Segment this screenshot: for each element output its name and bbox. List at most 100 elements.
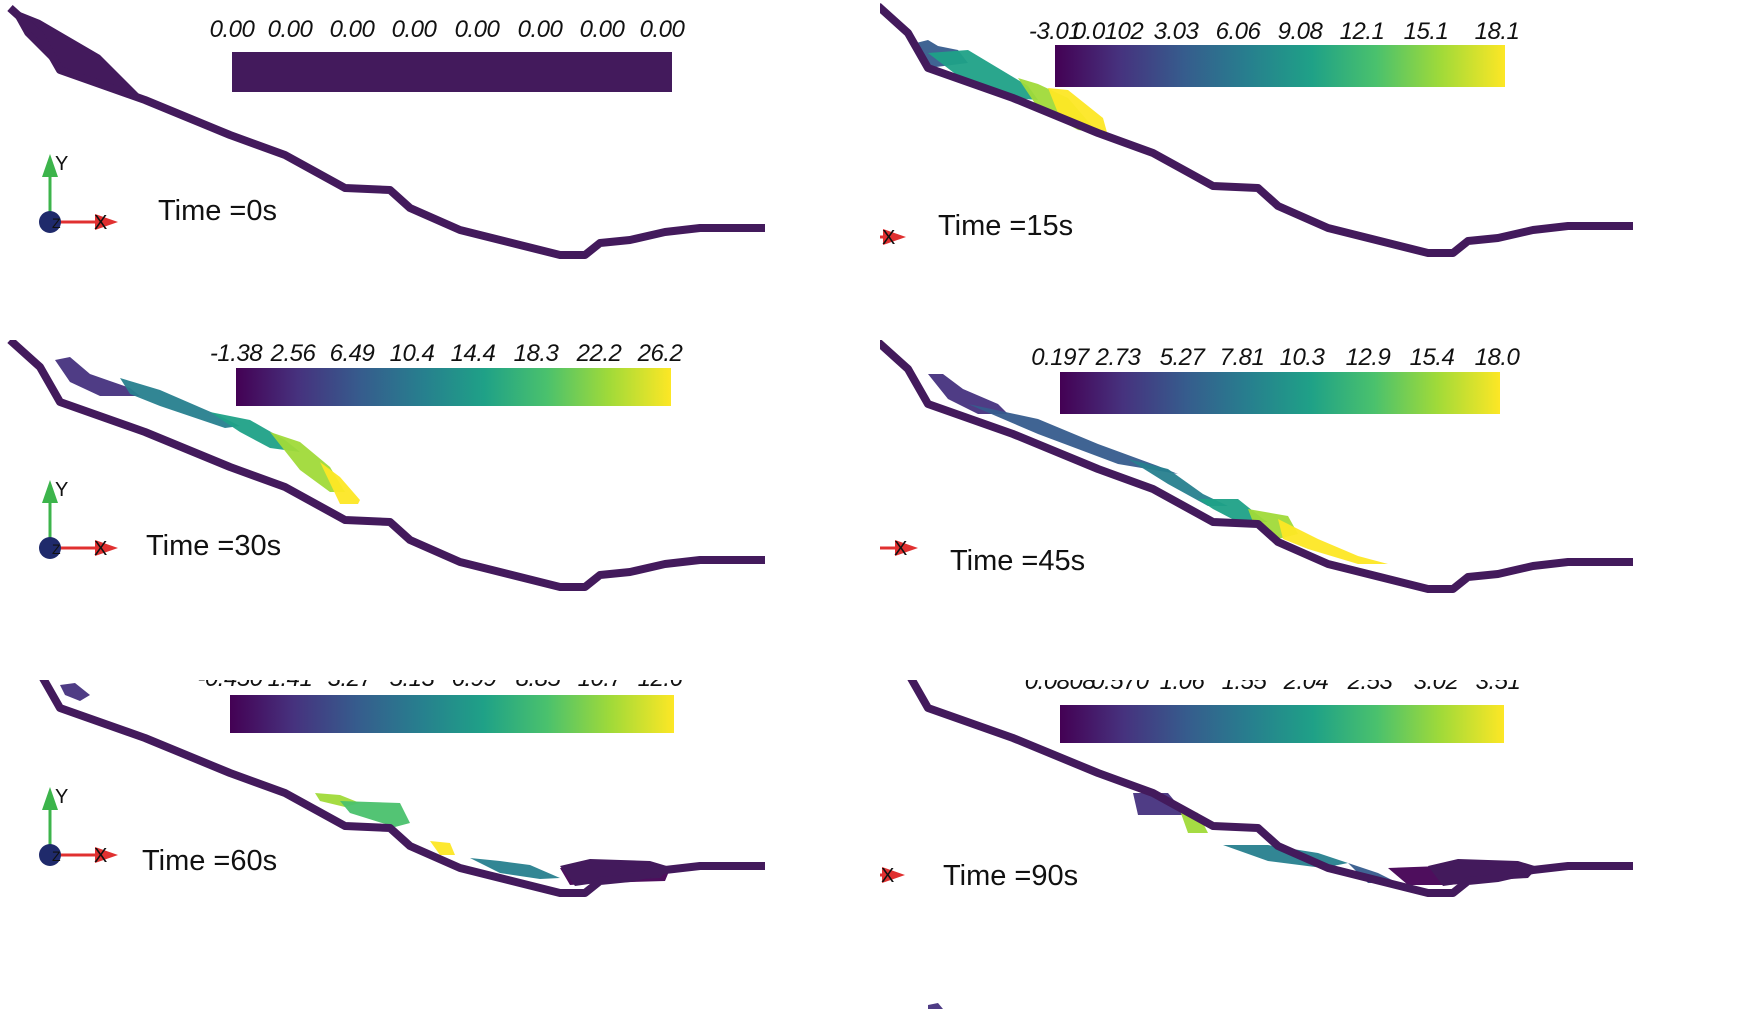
colorbar-tick-label: 0.00: [517, 16, 563, 43]
panel-t15: YXZ -3.010.01023.036.069.0812.115.118.1 …: [880, 0, 1750, 335]
y-axis-label: Y: [55, 153, 68, 175]
colorbar-tick-label: 2.56: [270, 340, 316, 367]
colorbar-tick-label: 22.2: [576, 340, 622, 367]
x-axis-label: X: [882, 227, 895, 249]
x-axis-arrow-icon: [882, 867, 905, 883]
deposit-3: [1048, 88, 1108, 136]
colorbar-tick-label: -0.450: [197, 680, 263, 693]
panel-t60: Y X Z -0.450 1.41 3.27 5.13 6.99 8.85 10.7 12.6 T…: [0, 680, 870, 1015]
colorbar-tick-label: 5.13: [390, 680, 435, 693]
colorbar-tick-label: 0.00: [267, 16, 313, 43]
valley-deposit: [560, 859, 670, 886]
panel-t30: Y X Z -1.38 2.56 6.49 10.4 14.4 18.3 22.2 26.2 Ti…: [0, 340, 870, 675]
colorbar-tick-label: 1.41: [268, 680, 313, 693]
colorbar-tick-label: 0.0808: [1024, 680, 1096, 695]
terrain-group: [7, 5, 765, 259]
terrain-profile: [907, 680, 1633, 897]
x-axis-label: X: [94, 845, 107, 867]
colorbar: [1060, 372, 1500, 414]
axes-triad: YXZ: [880, 227, 906, 249]
colorbar-tick-label: 2.73: [1095, 344, 1141, 371]
y-axis-arrow-icon: [42, 154, 58, 177]
panel-canvas: YXZ: [7, 5, 765, 259]
terrain-profile: [39, 680, 765, 897]
colorbar-tick-label: 9.08: [1277, 18, 1323, 45]
terrain-group: [7, 340, 765, 591]
colorbar-tick-label: 6.06: [1215, 18, 1261, 45]
deposit-2: [210, 412, 300, 452]
time-label: Time =15s: [938, 210, 1074, 242]
axes-triad: YXZ: [39, 786, 118, 867]
y-axis-arrow-icon: [42, 480, 58, 503]
terrain-profile: [7, 340, 765, 591]
colorbar-tick-label: 14.4: [450, 340, 496, 367]
deposit-4: [1348, 863, 1398, 883]
slide-body-initial: [10, 8, 145, 100]
deposit-5: [1278, 519, 1388, 564]
panel-canvas: YXZ: [39, 680, 765, 897]
colorbar-tick-label: 0.00: [209, 16, 255, 43]
colorbar-tick-label: 0.00: [579, 16, 625, 43]
colorbar-tick-label: 0.00: [329, 16, 375, 43]
colorbar-tick-label: 10.4: [389, 340, 435, 367]
y-axis-arrow-icon: [42, 787, 58, 810]
axes-triad: YXZ: [880, 865, 905, 887]
deposit-0: [928, 374, 1008, 414]
x-axis-label: X: [94, 212, 107, 234]
x-axis-arrow-icon: [95, 847, 118, 863]
deposit-0: [55, 357, 140, 396]
deposit-1: [968, 404, 1178, 474]
x-axis-label: X: [94, 538, 107, 560]
colorbar-tick-label: 3.03: [1153, 18, 1199, 45]
deposit-3: [270, 432, 345, 492]
x-axis-label: X: [894, 538, 907, 560]
colorbar-tick-label: 18.0: [1474, 344, 1520, 371]
panel-canvas: Y X Z: [7, 340, 765, 591]
colorbar: [236, 368, 671, 406]
deposit-0: [928, 1003, 943, 1009]
terrain-group: [907, 680, 1633, 1009]
colorbar-tick-label: 15.1: [1403, 18, 1449, 45]
colorbar-tick-label: 0.0102: [1072, 18, 1144, 45]
colorbar-tick-label: 15.4: [1409, 344, 1455, 371]
colorbar-tick-label: 12.6: [638, 680, 683, 693]
colorbar-tick-label: 0.00: [391, 16, 437, 43]
panel-canvas: YXZ: [880, 680, 1633, 1009]
terrain-group: [880, 340, 1633, 593]
colorbar-tick-label: 3.27: [328, 680, 373, 693]
deposit-3: [1198, 499, 1268, 522]
x-axis-arrow-icon: [895, 540, 918, 556]
colorbar-tick-label: 10.3: [1279, 344, 1325, 371]
x-axis-arrow-icon: [883, 229, 906, 245]
colorbar-tick-label: 2.53: [1347, 680, 1393, 695]
y-axis-label: Y: [55, 786, 68, 808]
deposit-4: [320, 462, 360, 504]
time-label: Time =0s: [158, 195, 277, 227]
deposit-0: [60, 683, 90, 701]
colorbar-tick-label: 18.1: [1474, 18, 1520, 45]
deposit-4: [470, 858, 560, 879]
colorbar-tick-label: 6.99: [452, 680, 497, 693]
deposit-2: [1128, 459, 1228, 506]
colorbar-tick-label: 0.00: [639, 16, 685, 43]
colorbar-tick-label: -3.01: [1028, 18, 1082, 45]
colorbar: [1055, 45, 1505, 87]
terrain-profile: [880, 3, 1633, 257]
time-label: Time =60s: [142, 845, 278, 877]
deposit-2: [340, 801, 410, 827]
y-axis-label: Y: [55, 479, 68, 501]
colorbar-tick-label: 26.2: [637, 340, 683, 367]
x-axis-arrow-icon: [95, 214, 118, 230]
colorbar-tick-label: 1.55: [1221, 680, 1267, 695]
terrain-group: [39, 680, 765, 897]
time-label: Time =30s: [146, 530, 282, 562]
colorbar-tick-label: 2.04: [1283, 680, 1329, 695]
z-axis-label: Z: [52, 541, 61, 557]
colorbar-tick-label: 10.7: [578, 680, 623, 693]
colorbar: [232, 52, 672, 92]
colorbar-tick-label: 0.00: [454, 16, 500, 43]
time-label: Time =45s: [950, 545, 1086, 577]
deposit-3: [430, 841, 455, 855]
